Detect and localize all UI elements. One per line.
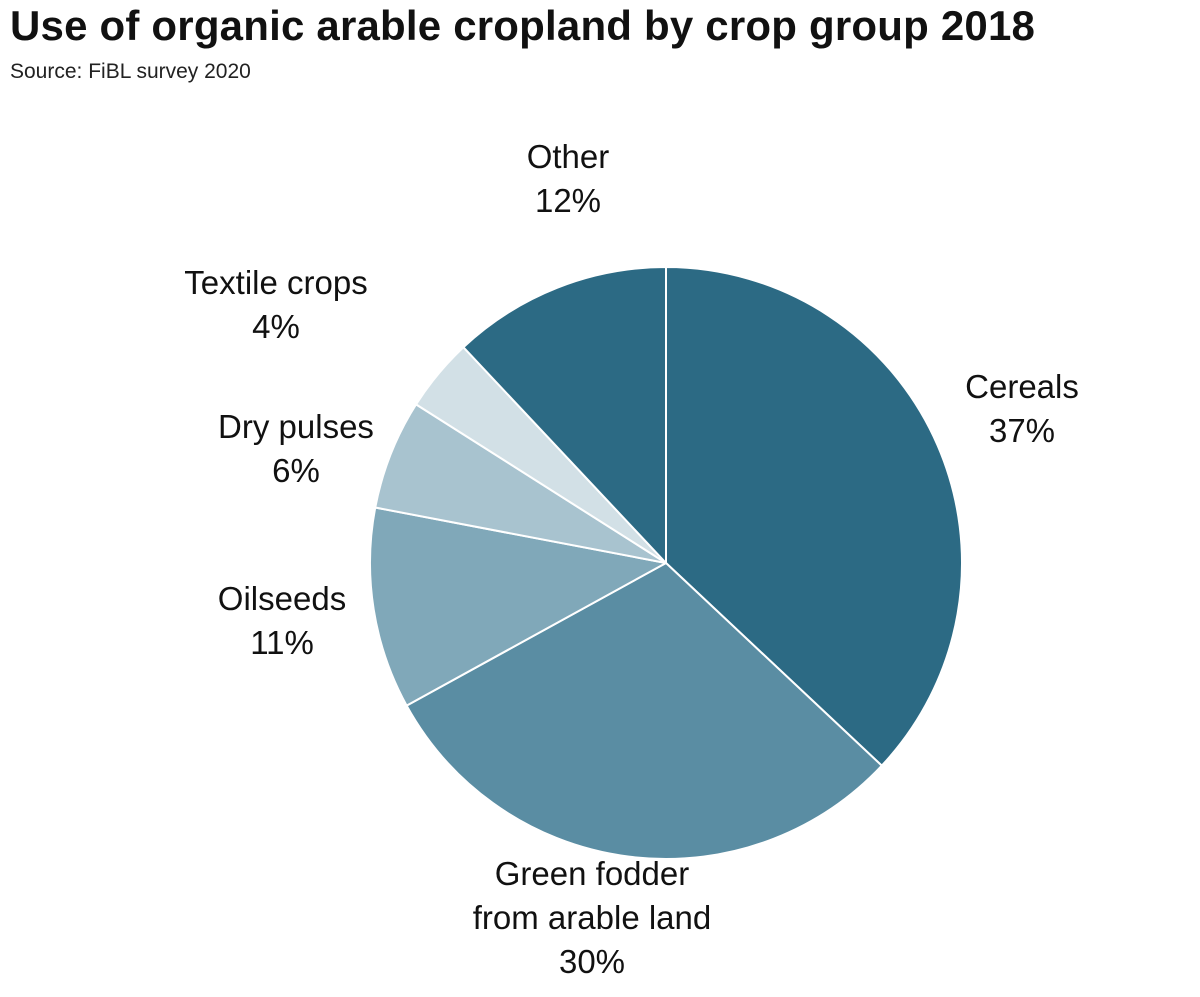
slice-name: Dry pulses: [218, 408, 374, 445]
slice-name: Oilseeds: [218, 580, 346, 617]
slice-percent: 4%: [252, 308, 300, 345]
slice-name: Other: [527, 138, 610, 175]
slice-name: Green fodder: [495, 855, 689, 892]
chart-title: Use of organic arable cropland by crop g…: [10, 2, 1036, 49]
slice-label-dry-pulses: Dry pulses 6%: [218, 408, 374, 489]
slice-label-green-fodder-from-arable-land: Green fodder from arable land 30%: [473, 855, 711, 980]
pie-slices: [369, 266, 963, 860]
slice-label-textile-crops: Textile crops 4%: [184, 264, 367, 345]
pie-slice-other: [462, 266, 667, 564]
pie-slice-green-fodder-from-arable-land: [405, 562, 883, 860]
pie-slice-oilseeds: [369, 506, 667, 707]
slice-name: Cereals: [965, 368, 1079, 405]
slice-label-other: Other 12%: [527, 138, 610, 219]
slice-percent: 37%: [989, 412, 1055, 449]
slice-label-cereals: Cereals 37%: [965, 368, 1079, 449]
slice-name: Textile crops: [184, 264, 367, 301]
slice-percent: 30%: [559, 943, 625, 980]
slice-percent: 11%: [250, 624, 314, 661]
pie-slice-cereals: [665, 266, 963, 767]
chart-subtitle: Source: FiBL survey 2020: [10, 60, 251, 83]
slice-percent: 6%: [272, 452, 320, 489]
slice-name: from arable land: [473, 899, 711, 936]
slice-labels: Cereals 37% Green fodder from arable land 30…: [184, 138, 1079, 980]
slice-percent: 12%: [535, 182, 601, 219]
slice-label-oilseeds: Oilseeds 11%: [218, 580, 346, 661]
